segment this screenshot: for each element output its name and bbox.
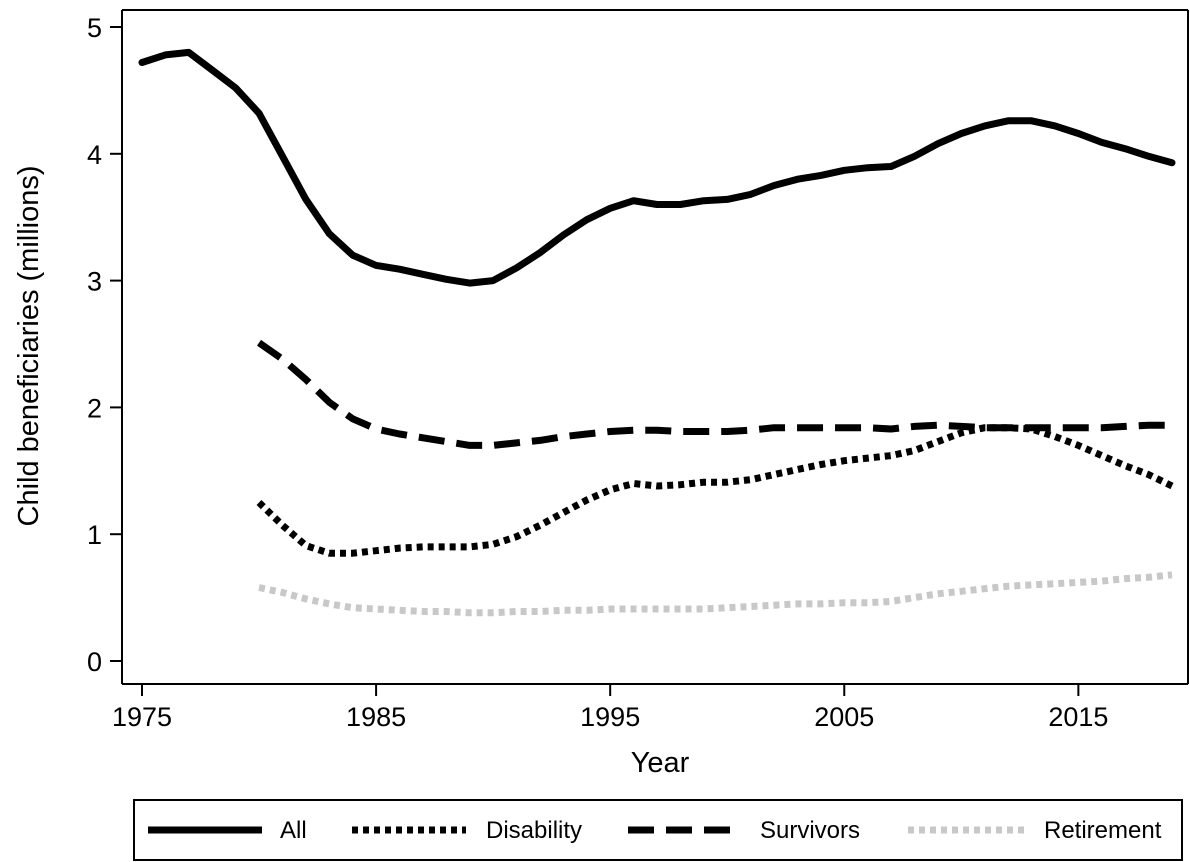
series-line-disability <box>259 428 1172 554</box>
y-tick-label: 3 <box>87 267 102 297</box>
x-tick-label: 1975 <box>112 702 172 732</box>
y-tick-label: 4 <box>87 140 102 170</box>
legend: All Disability Survivors Retirement <box>134 800 1182 860</box>
x-tick-label: 1985 <box>346 702 406 732</box>
series-line-retirement <box>259 575 1172 613</box>
y-tick-label: 1 <box>87 520 102 550</box>
legend-label-retirement: Retirement <box>1044 817 1162 844</box>
x-tick-label: 2015 <box>1048 702 1108 732</box>
series-layer <box>142 52 1172 612</box>
series-line-all <box>142 52 1172 283</box>
x-axis-title: Year <box>631 747 690 779</box>
y-axis-title: Child beneficiaries (millions) <box>13 165 45 526</box>
legend-label-survivors: Survivors <box>760 817 860 844</box>
y-tick-label: 2 <box>87 393 102 423</box>
x-tick-label: 2005 <box>814 702 874 732</box>
legend-label-disability: Disability <box>486 817 582 844</box>
x-ticks: 1975 1985 1995 2005 2015 <box>112 684 1108 732</box>
series-line-survivors <box>259 343 1172 446</box>
x-tick-label: 1995 <box>580 702 640 732</box>
y-ticks: 0 1 2 3 4 5 <box>87 13 122 677</box>
legend-label-all: All <box>280 817 307 844</box>
y-tick-label: 0 <box>87 647 102 677</box>
y-tick-label: 5 <box>87 13 102 43</box>
